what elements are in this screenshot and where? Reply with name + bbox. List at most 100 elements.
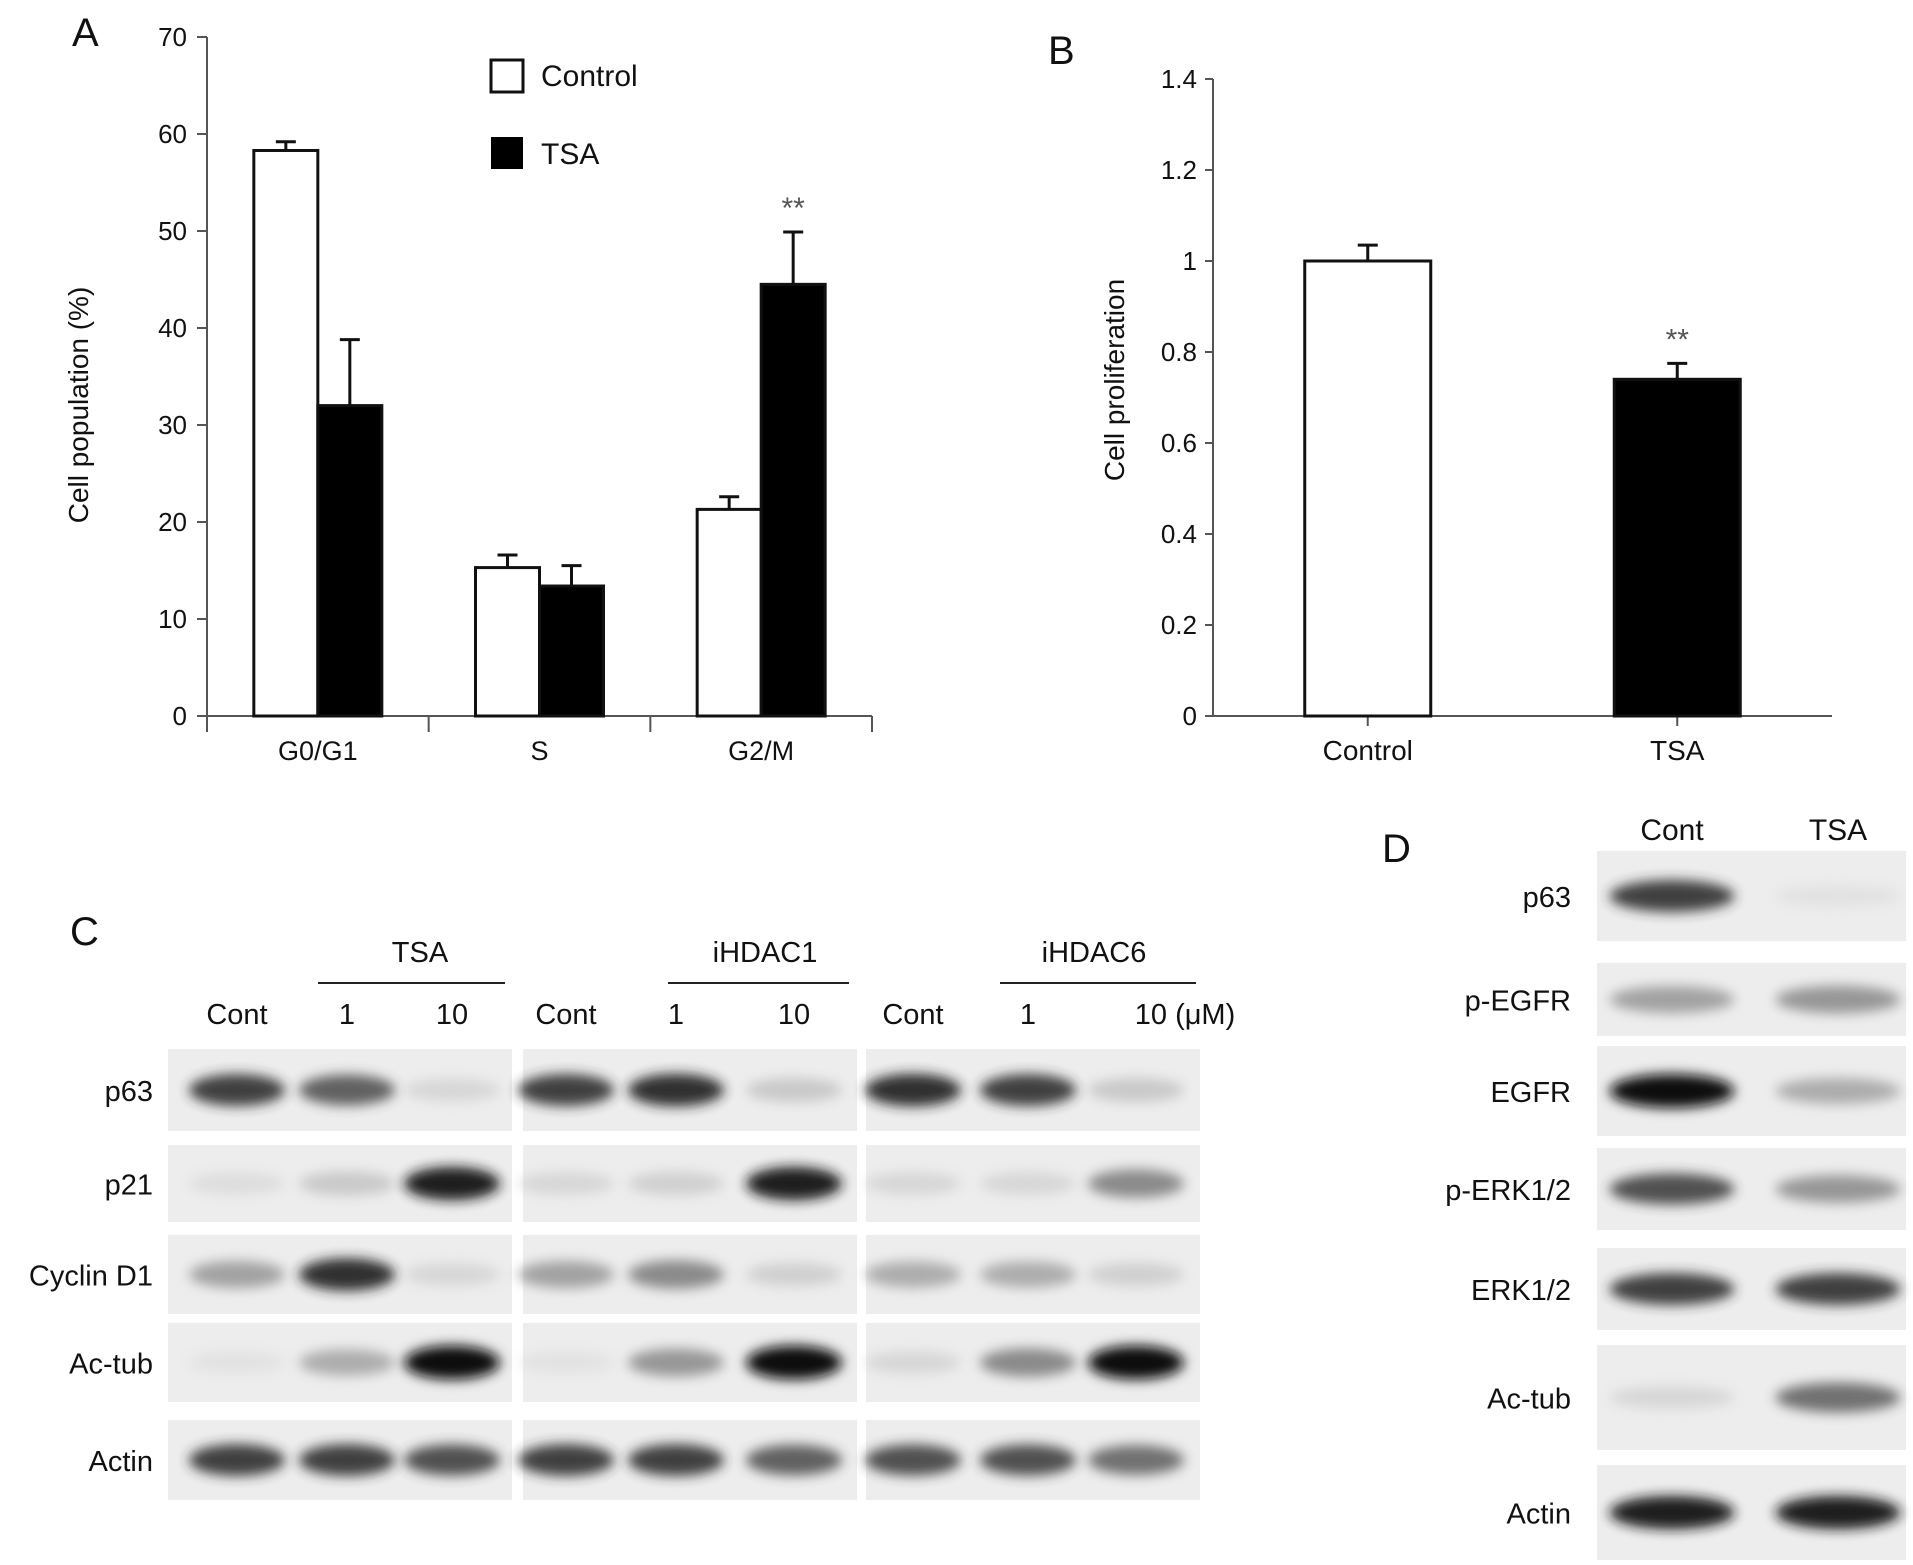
blot-c-group-label: TSA (392, 937, 449, 969)
blot-c-row-label: Cyclin D1 (29, 1261, 153, 1293)
blot-band (1088, 1077, 1184, 1103)
panel-label-a: A (72, 11, 99, 55)
chart-b-y-tick-label: 0.8 (1161, 337, 1197, 367)
blot-d-row-label: p63 (1523, 882, 1571, 914)
blot-band (980, 1172, 1076, 1195)
chart-a-bar (538, 584, 605, 718)
blot-band (1609, 880, 1735, 912)
blot-band (404, 1078, 500, 1102)
chart-a-y-tick-label: 10 (158, 604, 187, 634)
blot-band (404, 1444, 500, 1476)
blot-band (518, 1444, 614, 1476)
blot-c-lane-label: Cont (535, 999, 596, 1031)
blot-band (628, 1348, 724, 1377)
blot-c-row-label: p63 (105, 1076, 153, 1108)
blot-band (1609, 1495, 1735, 1530)
blot-d-lane-label: Cont (1640, 814, 1704, 847)
blot-d-row-label: p-ERK1/2 (1445, 1175, 1571, 1207)
blot-band (1609, 1273, 1735, 1305)
blot-band (189, 1261, 285, 1288)
chart-a-y-tick-label: 40 (158, 313, 187, 343)
chart-b-y-tick-label: 0.4 (1161, 519, 1197, 549)
blot-band (299, 1171, 395, 1196)
blot-band (1775, 1382, 1901, 1413)
blot-band (404, 1166, 500, 1201)
blot-c-lane-label: 10 (778, 999, 810, 1031)
blot-band (299, 1444, 395, 1476)
blot-band (980, 1074, 1076, 1106)
blot-c-row-label: Actin (89, 1446, 153, 1478)
chart-b-y-tick-label: 1.2 (1161, 155, 1197, 185)
chart-a-significance-mark: ** (781, 192, 805, 225)
blot-band (1088, 1345, 1184, 1380)
chart-b-y-tick-label: 0.2 (1161, 610, 1197, 640)
blot-d-lane-label: TSA (1809, 814, 1867, 847)
chart-b-y-tick-label: 0 (1183, 701, 1197, 731)
blot-band (1775, 1175, 1901, 1203)
chart-b-y-tick-label: 1.4 (1161, 64, 1197, 94)
chart-a-y-tick-label: 50 (158, 216, 187, 246)
blot-band (865, 1261, 961, 1288)
blot-band (746, 1444, 842, 1476)
western-blot-d: Cont TSA p63 p-EGFR EGFR p-ERK1/2 ERK1/2 Ac-tub… (1445, 814, 1906, 1560)
chart-b-x-tick-label: Control (1323, 735, 1413, 766)
blot-c-row-label: p21 (105, 1170, 153, 1202)
blot-band (1775, 1273, 1901, 1305)
chart-a-x-tick-label: G2/M (728, 736, 794, 766)
chart-b-bar (1303, 259, 1433, 718)
blot-band (628, 1260, 724, 1289)
blot-band (865, 1172, 961, 1195)
blot-band (518, 1351, 614, 1374)
blot-band (1088, 1445, 1184, 1475)
blot-band (746, 1077, 842, 1103)
blot-band (518, 1261, 614, 1288)
chart-b-significance-mark: ** (1666, 323, 1690, 356)
blot-band (518, 1172, 614, 1195)
blot-band (299, 1349, 395, 1376)
blot-band (980, 1348, 1076, 1377)
chart-b-y-tick-label: 1 (1183, 246, 1197, 276)
blot-d-row-label: Ac-tub (1487, 1384, 1571, 1416)
blot-c-group-label: iHDAC6 (1042, 937, 1147, 969)
panel-label-d: D (1382, 827, 1411, 871)
chart-a-bar (474, 566, 541, 718)
blot-c-lane-label: Cont (206, 999, 267, 1031)
chart-b-bar (1612, 377, 1742, 718)
panel-label-b: B (1048, 29, 1075, 73)
blot-band (865, 1351, 961, 1374)
blot-band (1775, 885, 1901, 907)
chart-a-y-tick-label: 70 (158, 22, 187, 52)
blot-c-lane-label: 1 (668, 999, 684, 1031)
blot-band (189, 1074, 285, 1106)
chart-a-x-tick-label: G0/G1 (278, 736, 358, 766)
blot-band (980, 1444, 1076, 1476)
blot-band (404, 1345, 500, 1380)
blot-band (746, 1166, 842, 1201)
blot-band (1609, 986, 1735, 1013)
blot-band (628, 1444, 724, 1476)
blot-c-lane-label: 1 (1020, 999, 1036, 1031)
blot-c-lane-label: 1 (339, 999, 355, 1031)
blot-band (299, 1074, 395, 1106)
blot-band (1775, 1077, 1901, 1105)
chart-a-y-tick-label: 0 (173, 701, 187, 731)
western-blot-c: TSA iHDAC1 iHDAC6 Cont 1 10 Cont 1 10 Cont 1 10 (μM… (29, 937, 1235, 1500)
panel-label-c: C (70, 910, 99, 954)
blot-band (1775, 985, 1901, 1014)
legend-swatch-tsa (491, 137, 523, 169)
blot-d-row-label: EGFR (1490, 1077, 1571, 1109)
blot-band (189, 1351, 285, 1374)
blot-band (746, 1262, 842, 1287)
legend-label-tsa: TSA (541, 138, 599, 171)
chart-a-y-axis-label: Cell population (%) (63, 287, 94, 524)
chart-b-x-tick-label: TSA (1650, 735, 1705, 766)
chart-a-x-tick-label: S (530, 736, 548, 766)
legend-label-control: Control (541, 60, 638, 93)
blot-band (746, 1345, 842, 1380)
chart-a-bar (316, 404, 384, 718)
blot-band (1609, 1074, 1735, 1108)
blot-band (1609, 1173, 1735, 1205)
chart-a-y-tick-label: 30 (158, 410, 187, 440)
blot-band (980, 1261, 1076, 1288)
chart-a-bar (695, 507, 763, 718)
